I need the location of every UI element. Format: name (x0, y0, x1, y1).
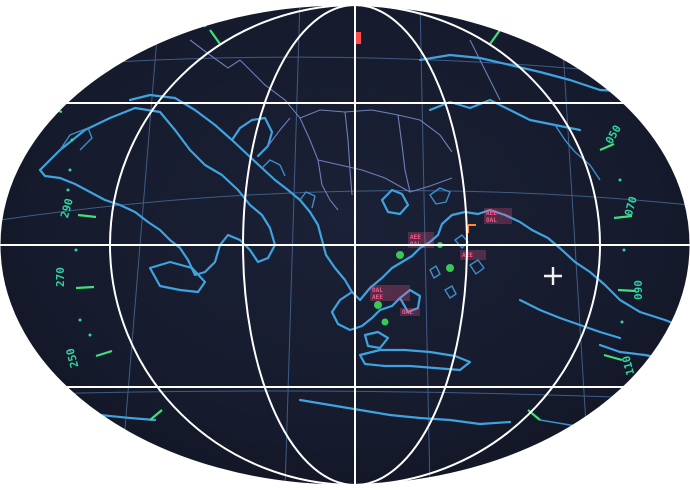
flight-tag[interactable]: AEE (410, 234, 421, 241)
aircraft-target-icon[interactable] (396, 251, 404, 259)
bearing-tick (75, 285, 95, 290)
aircraft-target-icon[interactable] (446, 264, 454, 272)
bearing-tick (149, 409, 163, 421)
flight-tag[interactable]: OAL (486, 217, 497, 224)
bearing-tick (77, 213, 97, 219)
country-borders (189, 39, 501, 211)
bearing-tick (599, 142, 615, 152)
bearing-label-right-2: 070 (622, 195, 640, 218)
coastline-greece (330, 187, 534, 372)
flight-tag[interactable]: AEE (486, 210, 497, 217)
bearing-tick (617, 288, 637, 293)
flight-tag[interactable]: AEE (372, 294, 383, 301)
crosshair-icon[interactable] (544, 267, 562, 285)
bearing-label-right-4: 110 (620, 354, 638, 377)
bearing-label-left-1: 310 (21, 69, 42, 93)
coastline-italy (38, 106, 277, 294)
flight-tag[interactable]: OAL (372, 287, 383, 294)
north-marker-icon (356, 32, 361, 44)
globe-outline (0, 4, 690, 486)
aircraft-target-icon[interactable] (381, 318, 389, 326)
bearing-tick (489, 29, 501, 45)
flight-tag[interactable]: OAL (402, 309, 413, 316)
bearing-label-left-2: 290 (58, 197, 76, 220)
ring-dots (66, 138, 626, 337)
bearing-tick (613, 214, 633, 220)
aircraft-target-icon[interactable] (374, 301, 382, 309)
bearing-label-right-3: 090 (632, 280, 645, 300)
bearing-tick (209, 29, 221, 45)
bearing-tick (603, 353, 623, 362)
flight-data-tags[interactable]: AEE OAL AEE OAL AEE OAL AEE OAL (370, 208, 512, 316)
orange-marker-icon (467, 224, 476, 233)
bearing-label-left-3: 270 (54, 267, 67, 287)
bearing-tick (95, 349, 113, 358)
bearing-label-left-4: 250 (64, 347, 82, 370)
